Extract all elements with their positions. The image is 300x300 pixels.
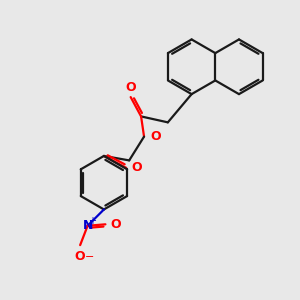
Text: −: − <box>85 252 94 262</box>
Text: O: O <box>125 81 136 94</box>
Text: O: O <box>111 218 122 231</box>
Text: O: O <box>132 161 142 174</box>
Text: +: + <box>88 216 96 226</box>
Text: O: O <box>150 130 160 143</box>
Text: N: N <box>82 219 93 232</box>
Text: O: O <box>75 250 86 263</box>
